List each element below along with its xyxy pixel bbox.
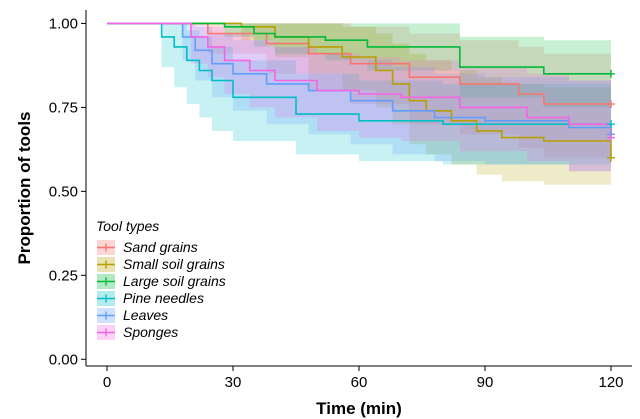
legend-title: Tool types xyxy=(96,218,159,234)
y-axis-title: Proportion of tools xyxy=(15,112,34,265)
x-ticks: 0 30 60 90 120 xyxy=(103,366,624,391)
censor-marks xyxy=(607,69,615,162)
y-tick-label-1: 0.25 xyxy=(49,267,78,284)
survival-line-5 xyxy=(107,22,612,138)
legend-label-2: Large soil grains xyxy=(123,273,226,289)
x-tick-label-2: 60 xyxy=(351,374,368,391)
y-tick-label-2: 0.50 xyxy=(49,183,78,200)
confidence-band-2 xyxy=(107,23,611,108)
y-tick-label-4: 1.00 xyxy=(49,15,78,32)
x-tick-label-3: 90 xyxy=(477,374,494,391)
x-tick-label-1: 30 xyxy=(225,374,242,391)
y-ticks: 0.00 0.25 0.50 0.75 1.00 xyxy=(49,15,86,368)
survival-line-3 xyxy=(107,22,611,125)
survival-curves xyxy=(107,22,612,158)
legend-label-0: Sand grains xyxy=(123,239,198,255)
y-tick-label-3: 0.75 xyxy=(49,99,78,116)
survival-line-4 xyxy=(107,22,612,135)
confidence-bands xyxy=(107,23,611,202)
x-axis-title: Time (min) xyxy=(316,399,402,418)
y-tick-label-0: 0.00 xyxy=(49,351,78,368)
legend-label-4: Leaves xyxy=(123,307,168,323)
x-tick-label-4: 120 xyxy=(598,374,623,391)
legend-label-1: Small soil grains xyxy=(123,256,225,272)
legend-label-3: Pine needles xyxy=(123,290,204,306)
x-tick-label-0: 0 xyxy=(103,374,111,391)
confidence-band-1 xyxy=(107,23,611,202)
survival-line-2 xyxy=(107,22,611,75)
axes: 0 30 60 90 120 0.00 0.25 0.50 0.75 1.00 xyxy=(49,10,632,391)
legend-label-5: Sponges xyxy=(123,324,178,340)
